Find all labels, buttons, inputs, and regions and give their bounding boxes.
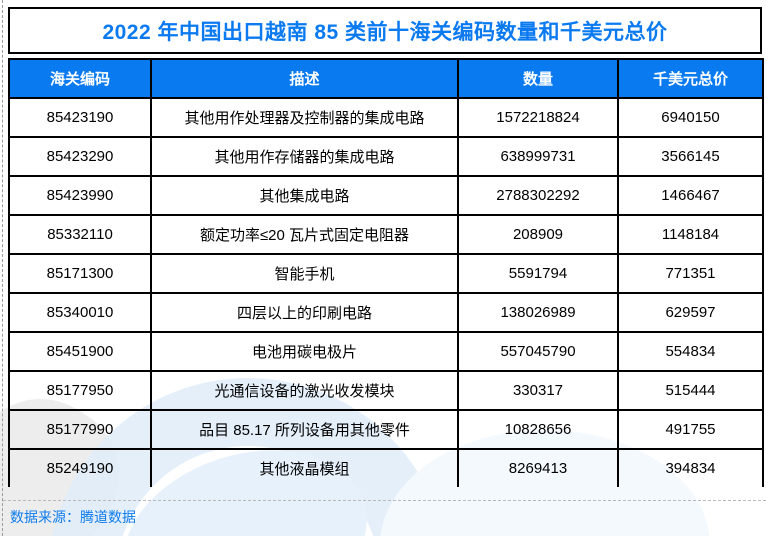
hs-code-cell: 85423990 (8, 175, 152, 216)
description-cell: 电池用碳电极片 (150, 331, 459, 372)
page-break-line-vertical (2, 0, 3, 536)
description-cell: 光通信设备的激光收发模块 (150, 370, 459, 411)
quantity-cell: 2788302292 (457, 175, 619, 216)
description-cell: 其他液晶模组 (150, 448, 459, 487)
hs-code-cell: 85340010 (8, 292, 152, 333)
hs-code-cell: 85249190 (8, 448, 152, 487)
hs-code-cell: 85451900 (8, 331, 152, 372)
quantity-cell: 8269413 (457, 448, 619, 487)
description-cell: 额定功率≤20 瓦片式固定电阻器 (150, 214, 459, 255)
table-row: 85171300 智能手机 5591794 771351 (8, 253, 764, 294)
description-cell: 其他用作存储器的集成电路 (150, 136, 459, 177)
table-row: 85177950 光通信设备的激光收发模块 330317 515444 (8, 370, 764, 411)
quantity-cell: 10828656 (457, 409, 619, 450)
description-cell: 其他用作处理器及控制器的集成电路 (150, 97, 459, 138)
title-box: 2022 年中国出口越南 85 类前十海关编码数量和千美元总价 (8, 7, 762, 54)
hs-code-cell: 85332110 (8, 214, 152, 255)
quantity-cell: 138026989 (457, 292, 619, 333)
quantity-cell: 1572218824 (457, 97, 619, 138)
table-header-row: 海关编码 描述 数量 千美元总价 (8, 58, 764, 99)
quantity-cell: 5591794 (457, 253, 619, 294)
total-price-cell: 1148184 (617, 214, 764, 255)
total-price-cell: 491755 (617, 409, 764, 450)
table-row: 85332110 额定功率≤20 瓦片式固定电阻器 208909 1148184 (8, 214, 764, 255)
quantity-cell: 638999731 (457, 136, 619, 177)
customs-data-table: 海关编码 描述 数量 千美元总价 85423190 其他用作处理器及控制器的集成电路 15… (8, 58, 764, 487)
table-row: 85423290 其他用作存储器的集成电路 638999731 3566145 (8, 136, 764, 177)
quantity-cell: 208909 (457, 214, 619, 255)
total-price-cell: 629597 (617, 292, 764, 333)
quantity-cell: 557045790 (457, 331, 619, 372)
table-row: 85177990 品目 85.17 所列设备用其他零件 10828656 491755 (8, 409, 764, 450)
total-price-cell: 554834 (617, 331, 764, 372)
table-row: 85423990 其他集成电路 2788302292 1466467 (8, 175, 764, 216)
column-header-total-price: 千美元总价 (617, 58, 764, 99)
hs-code-cell: 85177950 (8, 370, 152, 411)
hs-code-cell: 85171300 (8, 253, 152, 294)
page-title: 2022 年中国出口越南 85 类前十海关编码数量和千美元总价 (102, 20, 668, 44)
hs-code-cell: 85423290 (8, 136, 152, 177)
table-row: 85451900 电池用碳电极片 557045790 554834 (8, 331, 764, 372)
page-break-line-horizontal (3, 500, 766, 501)
total-price-cell: 6940150 (617, 97, 764, 138)
hs-code-cell: 85423190 (8, 97, 152, 138)
quantity-cell: 330317 (457, 370, 619, 411)
total-price-cell: 3566145 (617, 136, 764, 177)
total-price-cell: 394834 (617, 448, 764, 487)
total-price-cell: 771351 (617, 253, 764, 294)
hs-code-cell: 85177990 (8, 409, 152, 450)
table-row: 85423190 其他用作处理器及控制器的集成电路 1572218824 694015… (8, 97, 764, 138)
total-price-cell: 1466467 (617, 175, 764, 216)
table-row: 85340010 四层以上的印刷电路 138026989 629597 (8, 292, 764, 333)
description-cell: 品目 85.17 所列设备用其他零件 (150, 409, 459, 450)
column-header-quantity: 数量 (457, 58, 619, 99)
total-price-cell: 515444 (617, 370, 764, 411)
description-cell: 四层以上的印刷电路 (150, 292, 459, 333)
table-row: 85249190 其他液晶模组 8269413 394834 (8, 448, 764, 487)
data-source-note: 数据来源：腾道数据 (10, 509, 136, 525)
column-header-description: 描述 (150, 58, 459, 99)
description-cell: 智能手机 (150, 253, 459, 294)
description-cell: 其他集成电路 (150, 175, 459, 216)
column-header-hs-code: 海关编码 (8, 58, 152, 99)
